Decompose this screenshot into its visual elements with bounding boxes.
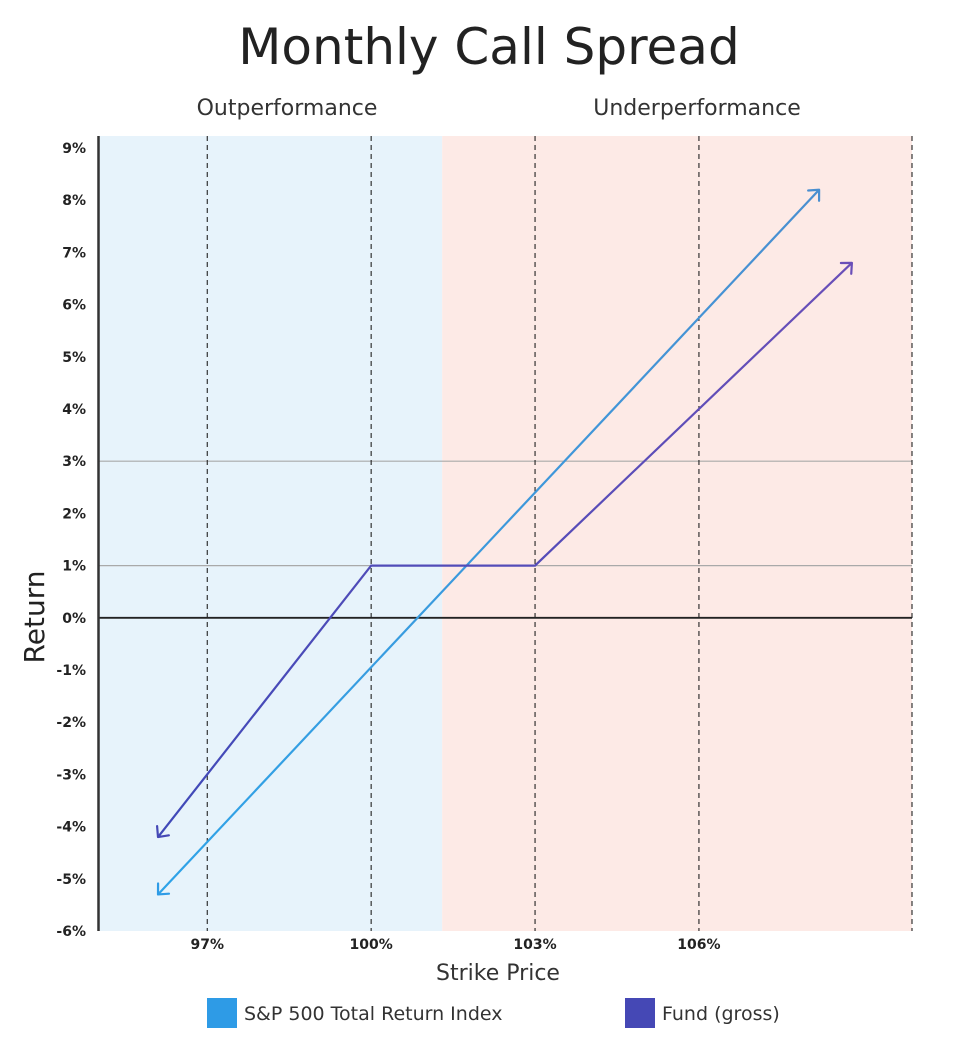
y-axis-ticks: 9% 8% 7% 6% 5% 4% 3% 2% 1% 0% -1% -2% -3% -4% -5% -6% [56, 141, 86, 940]
x-tick-label: 100% [350, 937, 393, 953]
arrowhead-start-fund-gross [155, 824, 170, 839]
vertical-dashed-lines [206, 136, 913, 931]
legend-swatch-fund-gross [625, 998, 655, 1028]
legend-label-s-p-500-total-return-index: S&P 500 Total Return Index [244, 1003, 503, 1025]
y-tick-label: 2% [62, 506, 86, 522]
arrowhead-end-s-p-500-total-return-index [807, 188, 821, 202]
y-tick-label: -2% [56, 715, 86, 731]
arrowhead-end-fund-gross [839, 261, 854, 275]
y-tick-label: -6% [56, 924, 86, 940]
series-line-s-p-500-total-return-index [157, 189, 820, 896]
y-tick-label: 8% [62, 193, 86, 209]
y-tick-label: 1% [62, 559, 86, 575]
region-labels: Outperformance Underperformance [197, 96, 801, 121]
y-tick-label: 6% [62, 298, 86, 314]
y-tick-label: -5% [56, 872, 86, 888]
chart-title: Monthly Call Spread [238, 18, 739, 76]
y-axis-label: Return [18, 571, 51, 664]
legend-label-fund-gross: Fund (gross) [662, 1003, 780, 1025]
legend-swatch-s-p-500-total-return-index [207, 998, 237, 1028]
y-tick-label: 9% [62, 141, 86, 157]
x-tick-label: 106% [677, 937, 720, 953]
y-tick-label: -1% [56, 663, 86, 679]
x-tick-label: 103% [513, 937, 556, 953]
legend: S&P 500 Total Return Index Fund (gross) [207, 998, 780, 1028]
y-tick-label: -4% [56, 820, 86, 836]
series-lines [155, 188, 854, 896]
region-underperformance [442, 136, 912, 931]
y-tick-label: 3% [62, 454, 86, 470]
y-tick-label: -3% [56, 767, 86, 783]
region-outperformance [98, 136, 443, 931]
region-label-underperformance: Underperformance [593, 96, 801, 121]
x-tick-label: 97% [191, 937, 225, 953]
x-axis-label: Strike Price [436, 961, 560, 986]
y-tick-label: 5% [62, 350, 86, 366]
arrowhead-start-s-p-500-total-return-index [156, 882, 171, 896]
region-label-outperformance: Outperformance [197, 96, 378, 121]
x-axis-ticks: 97% 100% 103% 106% [191, 937, 721, 953]
y-tick-label: 0% [62, 611, 86, 627]
series-line-fund-gross [157, 262, 853, 838]
y-tick-label: 7% [62, 245, 86, 261]
performance-regions [98, 136, 912, 931]
y-tick-label: 4% [62, 402, 86, 418]
